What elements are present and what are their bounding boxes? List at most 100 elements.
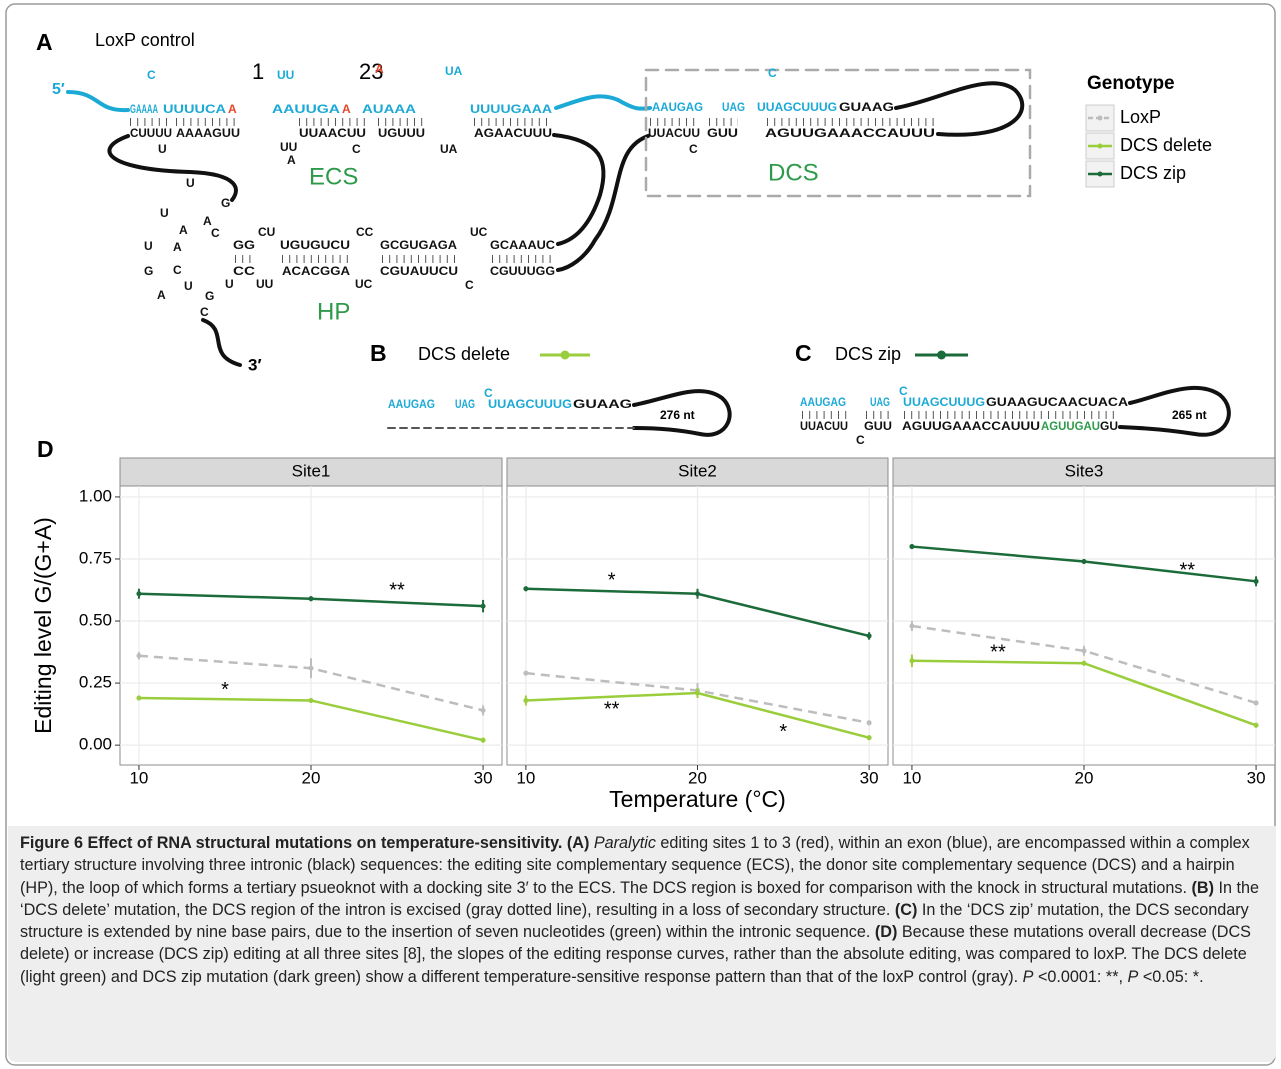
point <box>523 586 529 592</box>
site-label: 23 <box>359 59 383 84</box>
sequence: GAAAA <box>130 102 158 116</box>
caption-text: Because these mutations overall decrease… <box>20 923 1251 986</box>
caption-text: P <box>1022 967 1034 986</box>
sequence: AAUGAG <box>652 100 703 114</box>
strip <box>892 457 1276 487</box>
point <box>909 658 915 664</box>
point <box>523 697 529 703</box>
point <box>308 697 314 703</box>
exon-line <box>554 94 652 111</box>
length-label: 276 nt <box>660 408 695 422</box>
point <box>695 690 700 696</box>
sequence: G <box>205 289 214 303</box>
sequence: CGUUUGG <box>490 264 555 278</box>
panel-label: C <box>795 340 812 366</box>
sequence: G <box>144 264 153 278</box>
legend-key <box>560 350 570 360</box>
sequence: A <box>179 223 188 237</box>
y-tick-label: 0.25 <box>79 673 112 692</box>
sequence: UUUUGAAA <box>470 102 552 116</box>
sequence: UA <box>445 64 463 78</box>
sequence: GUAAG <box>573 397 632 411</box>
significance: ** <box>389 580 405 602</box>
point <box>909 544 915 550</box>
point <box>1253 700 1259 706</box>
sequence: AAUGAG <box>388 397 435 411</box>
sequence: AAUGAG <box>800 395 846 409</box>
significance: * <box>221 679 229 701</box>
intron-line <box>556 134 650 272</box>
significance: * <box>779 721 787 743</box>
sequence: U <box>158 142 167 156</box>
facet-title: Site3 <box>1065 461 1104 480</box>
sequence: CC <box>356 225 374 239</box>
caption-text: <0.05: *. <box>1138 967 1204 986</box>
panel-label: D <box>37 436 54 462</box>
sequence: CC <box>233 264 255 278</box>
caption-text: (B) <box>1191 878 1214 897</box>
point <box>523 670 529 676</box>
sequence: GUAAGUCAACUACA <box>986 395 1128 409</box>
x-tick-label: 30 <box>860 768 879 787</box>
sequence: AAAAGUU <box>176 126 240 140</box>
exon-line <box>66 90 130 113</box>
intron-line <box>552 133 606 246</box>
region-label: HP <box>317 298 350 325</box>
sequence: GU <box>1100 419 1118 433</box>
sequence: CU <box>258 225 275 239</box>
structure-lines <box>66 68 1231 437</box>
sequence: CUUUU <box>130 126 172 140</box>
y-tick-label: 1.00 <box>79 486 112 505</box>
sequence: A <box>342 102 351 116</box>
caption: Figure 6 Effect of RNA structural mutati… <box>8 826 1276 1062</box>
sequence: AAUUGA <box>272 102 340 116</box>
three-prime: 3′ <box>248 355 262 374</box>
sequence: U <box>144 239 153 253</box>
sequence: UAG <box>455 397 475 411</box>
legend-key <box>1097 143 1103 149</box>
point <box>1253 722 1259 728</box>
point <box>136 695 142 701</box>
sequence: C <box>484 386 493 400</box>
sequence: UAG <box>870 395 890 409</box>
length-label: 265 nt <box>1172 408 1207 422</box>
sequence: UUAGCUUUG <box>757 100 837 114</box>
point <box>308 665 314 671</box>
panel-label: B <box>370 340 387 366</box>
legend-title: Genotype <box>1087 73 1175 94</box>
sequence: AGUUGAAACCAUUU <box>902 419 1040 433</box>
x-tick-label: 20 <box>688 768 707 787</box>
y-tick-label: 0.50 <box>79 611 112 630</box>
caption-text: Paralytic <box>593 834 656 852</box>
point <box>866 735 872 741</box>
caption-text: P <box>1127 967 1139 986</box>
sequence: UU <box>256 277 273 291</box>
x-tick-label: 30 <box>1247 768 1266 787</box>
sequence: U <box>160 206 169 220</box>
sequence: UUAGCUUUG <box>488 397 572 411</box>
y-tick-label: 0.75 <box>79 548 112 567</box>
caption-text: In the ‘DCS delete’ mutation, the DCS re… <box>20 878 1259 919</box>
sequence: C <box>689 142 698 156</box>
panel-title: LoxP control <box>95 30 195 50</box>
x-tick-label: 30 <box>474 768 493 787</box>
x-tick-label: 10 <box>129 768 148 787</box>
sequence: U <box>225 277 234 291</box>
sequence: C <box>465 278 474 292</box>
legend-label: DCS zip <box>1120 163 1186 183</box>
significance: ** <box>604 699 620 721</box>
point <box>909 623 915 629</box>
caption-text: <0.0001: **, <box>1033 967 1128 986</box>
y-tick-label: 0.00 <box>79 735 112 754</box>
sequence: UUUUCA <box>163 102 226 116</box>
legend-label: DCS delete <box>1120 135 1212 155</box>
point <box>136 591 142 597</box>
sequence: C <box>211 226 220 240</box>
x-axis-label: Temperature (°C) <box>609 786 786 812</box>
point <box>1253 578 1259 584</box>
sequence: C <box>147 68 156 82</box>
point <box>1081 558 1087 564</box>
sequence: UU <box>277 68 294 82</box>
